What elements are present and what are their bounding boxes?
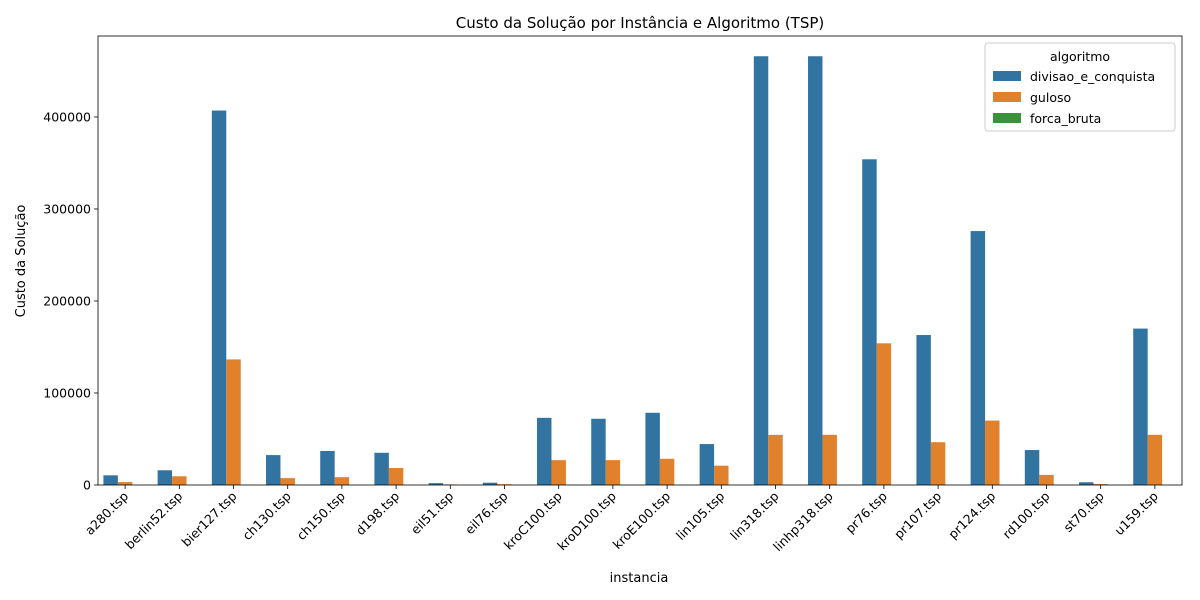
bar-guloso-lin105.tsp [714, 465, 729, 485]
bar-divisao_e_conquista-eil76.tsp [482, 482, 498, 485]
bar-divisao_e_conquista-kroC100.tsp [537, 417, 552, 485]
y-tick-label: 400000 [43, 109, 91, 124]
bar-divisao_e_conquista-lin318.tsp [753, 56, 769, 486]
bar-divisao_e_conquista-pr124.tsp [970, 231, 986, 485]
bar-divisao_e_conquista-berlin52.tsp [157, 470, 173, 485]
x-tick-label: lin105.tsp [673, 488, 728, 543]
bar-guloso-a280.tsp [117, 482, 133, 485]
bar-divisao_e_conquista-ch130.tsp [266, 455, 281, 485]
bar-guloso-kroC100.tsp [551, 460, 566, 485]
bar-divisao_e_conquista-bier127.tsp [211, 110, 227, 485]
plot-frame [97, 35, 1183, 486]
y-tick-label: 0 [83, 478, 91, 493]
y-tick-label: 200000 [43, 293, 91, 308]
x-axis-title: instancia [610, 571, 669, 586]
bar-divisao_e_conquista-linhp318.tsp [808, 56, 823, 486]
x-tick-label: a280.tsp [82, 488, 131, 537]
legend-swatch-guloso [993, 92, 1021, 102]
bar-guloso-ch130.tsp [280, 478, 295, 485]
bar-guloso-st70.tsp [1093, 484, 1108, 485]
x-tick-label: d198.tsp [353, 488, 403, 538]
y-tick-label: 100000 [43, 385, 91, 400]
bar-divisao_e_conquista-pr107.tsp [916, 335, 931, 485]
x-tick-label: bier127.tsp [179, 488, 240, 549]
x-tick-label: eil76.tsp [462, 488, 511, 537]
x-tick-label: ch150.tsp [294, 488, 348, 542]
x-tick-label: pr76.tsp [842, 488, 890, 536]
bar-guloso-bier127.tsp [226, 359, 241, 485]
bar-divisao_e_conquista-st70.tsp [1079, 482, 1094, 485]
x-tick-label: ch130.tsp [239, 488, 293, 542]
bar-guloso-pr107.tsp [930, 442, 946, 485]
y-axis: 0 100000 200000 300000 400000 [43, 109, 98, 493]
x-tick-label: lin318.tsp [727, 488, 782, 543]
legend-label-forca_bruta: forca_bruta [1030, 111, 1101, 126]
y-axis-title: Custo da Solução [14, 205, 29, 318]
bar-guloso-kroD100.tsp [605, 460, 621, 485]
bar-guloso-linhp318.tsp [822, 434, 837, 485]
bar-divisao_e_conquista-kroD100.tsp [591, 418, 606, 485]
bar-divisao_e_conquista-a280.tsp [103, 475, 118, 485]
bar-guloso-lin318.tsp [768, 434, 783, 485]
bar-guloso-rd100.tsp [1039, 474, 1054, 485]
legend-title: algoritmo [1050, 49, 1110, 64]
x-tick-label: eil51.tsp [408, 488, 457, 537]
plot-area [97, 35, 1183, 486]
chart-title: Custo da Solução por Instância e Algorit… [456, 14, 825, 32]
x-tick-label: pr107.tsp [891, 488, 944, 541]
x-tick-label: pr124.tsp [945, 488, 998, 541]
legend-box [984, 42, 1176, 132]
x-tick-label: st70.tsp [1060, 488, 1106, 534]
legend-swatch-divisao_e_conquista [993, 71, 1021, 81]
bar-guloso-kroE100.tsp [659, 458, 675, 485]
bar-guloso-berlin52.tsp [172, 476, 187, 485]
bar-guloso-d198.tsp [388, 467, 404, 485]
bar-divisao_e_conquista-d198.tsp [374, 452, 389, 485]
bar-divisao_e_conquista-pr76.tsp [862, 159, 877, 485]
x-tick-label: kroE100.tsp [610, 488, 674, 552]
bar-guloso-ch150.tsp [334, 477, 350, 485]
bar-divisao_e_conquista-rd100.tsp [1024, 450, 1040, 485]
legend-swatch-forca_bruta [993, 113, 1021, 123]
bar-divisao_e_conquista-kroE100.tsp [645, 412, 660, 485]
bar-divisao_e_conquista-ch150.tsp [320, 450, 335, 485]
bar-guloso-pr124.tsp [985, 420, 1000, 485]
y-tick-label: 300000 [43, 201, 91, 216]
x-tick-label: kroD100.tsp [554, 488, 619, 553]
x-tick-label: u159.tsp [1111, 488, 1161, 538]
x-tick-label: berlin52.tsp [122, 488, 186, 552]
legend-label-divisao_e_conquista: divisao_e_conquista [1030, 69, 1155, 84]
bar-divisao_e_conquista-eil51.tsp [428, 483, 444, 485]
x-tick-label: rd100.tsp [1000, 488, 1053, 541]
bar-guloso-pr76.tsp [876, 343, 892, 485]
bar-guloso-u159.tsp [1147, 434, 1163, 485]
legend-label-guloso: guloso [1030, 90, 1071, 105]
bar-divisao_e_conquista-lin105.tsp [699, 444, 715, 485]
bar-divisao_e_conquista-u159.tsp [1133, 328, 1148, 485]
